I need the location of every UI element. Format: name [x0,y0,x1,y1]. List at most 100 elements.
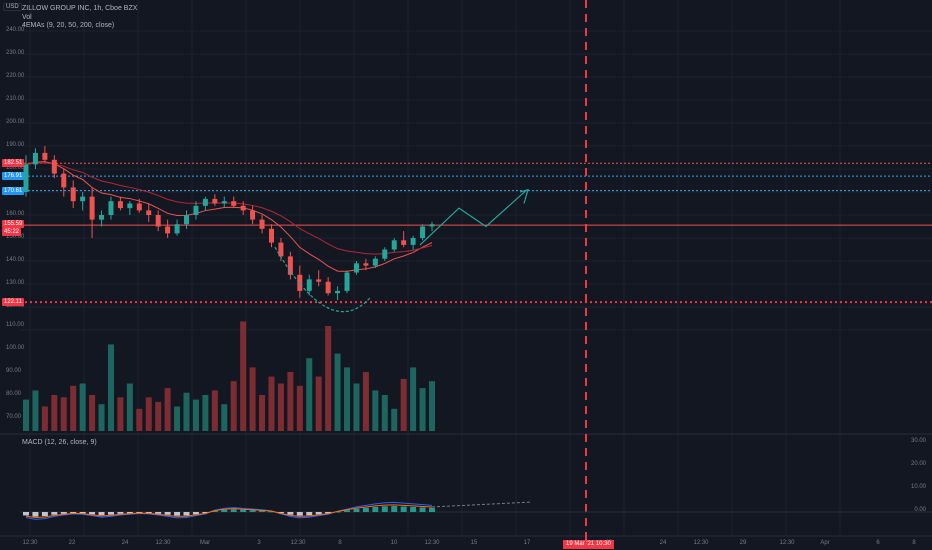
macd-tick: 0.00 [914,507,926,513]
arrow-head [519,188,529,204]
candle-body [363,263,369,266]
macd-bar [287,512,294,515]
macd-bar [136,512,143,513]
macd-bar [192,512,199,515]
price-tick: 210.00 [6,96,25,102]
candle-body [108,201,114,215]
volume-bar [334,353,341,431]
macd-bar [174,512,181,516]
time-tick: 6 [876,540,880,546]
macd-bar [419,507,426,512]
volume-bar [306,358,313,431]
macd-bar [211,510,218,512]
time-tick: 12:30 [290,540,306,546]
macd-bar [51,512,58,515]
ema-lines [25,161,433,272]
macd-bar [117,512,124,514]
candle-body [250,210,256,220]
candle-body [344,272,350,291]
macd-bar [315,512,322,515]
time-tick: 12:30 [779,540,795,546]
candle-body [316,279,322,282]
macd-label: MACD (12, 26, close, 9) [22,439,97,446]
cup-curve [274,246,371,313]
volume-bar [353,383,360,431]
macd-bar [372,506,379,512]
time-tick: 29 [739,540,747,546]
macd-bar [164,512,171,515]
macd-bar [296,512,303,516]
candle-body [382,249,388,259]
time-tick: 10 [390,540,398,546]
volume-bar [410,367,417,431]
macd-bar [107,512,114,515]
volume-bar [315,376,322,431]
macd-bar [277,512,284,514]
macd-pane [20,501,932,520]
macd-bar [410,506,417,512]
macd-bar [268,511,275,513]
macd-tick: 30.00 [910,438,926,444]
time-tick: 12:30 [22,540,38,546]
candle-body [202,198,208,206]
candle-body [268,228,274,243]
price-tick: 220.00 [6,73,25,79]
time-tick: 3 [257,540,261,546]
time-tick: 12:30 [424,540,440,546]
candle-body [401,240,407,245]
volume-bars [23,321,435,431]
macd-trendline [431,501,531,508]
price-tag: 45:22 [2,228,22,237]
price-tag: 182.51 [2,159,25,168]
volume-bar [41,406,48,431]
volume-bar [145,397,152,431]
vol-label: Vol [22,14,32,21]
macd-tick: 10.00 [910,484,926,490]
time-tick: Mar [199,540,211,546]
volume-bar [51,395,58,431]
drawings [274,0,587,545]
price-tick: 240.00 [6,27,25,33]
macd-bar [41,512,48,517]
volume-bar [32,390,39,431]
volume-bar [221,404,228,431]
price-tick: 230.00 [6,50,25,56]
candle-body [51,159,57,174]
macd-bar [325,512,332,514]
ema-line [25,161,433,272]
volume-bar [296,385,303,431]
currency-button[interactable]: USD [3,3,22,11]
macd-bar [202,512,209,514]
time-tick: 8 [912,540,916,546]
candle-body [306,279,312,291]
volume-bar [381,395,388,431]
volume-tick: 110.00 [6,322,24,328]
price-tick: 150.00 [6,234,25,240]
candle-body [61,173,67,188]
price-tick: 140.00 [6,257,25,263]
volume-bar [287,372,294,431]
candle-body [32,152,38,165]
candle-body [212,198,218,204]
candle-body [80,196,86,202]
volume-bar [249,367,256,431]
candle-body [240,205,246,211]
volume-bar [268,376,275,431]
time-tick: Apr [820,540,830,546]
volume-bar [230,381,237,431]
ema-label: 4EMAs (9, 20, 50, 200, close) [22,22,115,29]
symbol-line: ZILLOW GROUP INC, 1h, Cboe BZX [22,5,138,12]
volume-bar [240,321,247,431]
volume-tick: 100.00 [6,345,25,351]
macd-bar [145,512,152,514]
macd-bar [306,512,313,516]
volume-bar [259,395,266,431]
price-tag: 170.61 [2,186,25,195]
volume-bar [362,372,369,431]
macd-bar [98,512,105,516]
date-flag: 19 Mar '21 10:30 [563,540,614,549]
volume-bar [372,390,379,431]
signal-line [25,504,433,519]
volume-bar [429,381,435,431]
